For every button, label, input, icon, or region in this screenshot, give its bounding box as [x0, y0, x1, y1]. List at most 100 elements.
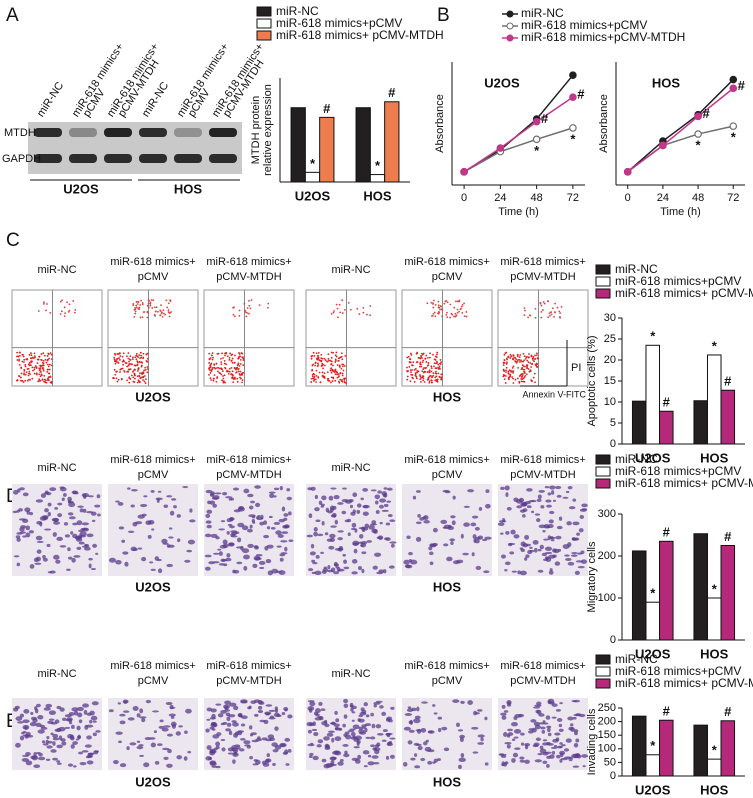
- cell: [310, 486, 316, 491]
- dot: [430, 301, 433, 304]
- cell: [265, 558, 272, 564]
- dot: [27, 372, 30, 375]
- band: [174, 128, 202, 137]
- cell: [49, 487, 57, 492]
- cell: [308, 568, 314, 572]
- dot: [43, 301, 45, 304]
- cell: [528, 728, 535, 731]
- dot: [226, 355, 229, 358]
- cell: [108, 557, 117, 563]
- dot: [243, 302, 246, 305]
- dot: [343, 379, 346, 381]
- cell: [364, 723, 372, 727]
- dot: [38, 378, 41, 381]
- dot: [310, 357, 313, 360]
- cell: [550, 538, 555, 542]
- dot: [216, 367, 219, 369]
- significance-mark: #: [738, 78, 746, 93]
- cell: [407, 706, 412, 709]
- cell: [173, 505, 177, 509]
- cell: [501, 704, 506, 709]
- cell: [166, 563, 174, 568]
- cell: [212, 561, 220, 564]
- significance-mark: #: [663, 704, 671, 719]
- cell: [385, 732, 393, 736]
- cell: [29, 512, 34, 516]
- cell: [154, 761, 160, 765]
- cell: [187, 539, 196, 545]
- dot: [530, 355, 533, 358]
- cell: [285, 763, 290, 766]
- cell: [388, 740, 393, 744]
- dot: [512, 358, 515, 361]
- dot: [369, 314, 372, 317]
- cell: [552, 554, 557, 558]
- dot: [219, 367, 221, 370]
- dot: [339, 356, 342, 359]
- dot: [422, 371, 425, 374]
- cell: [365, 714, 370, 718]
- cell: [316, 744, 322, 748]
- cell: [417, 728, 422, 734]
- cell: [377, 535, 384, 540]
- cell: [543, 538, 549, 541]
- cell: [356, 739, 361, 744]
- cell: [150, 568, 156, 571]
- cell: [536, 701, 542, 706]
- dot: [428, 381, 431, 384]
- dot: [527, 316, 529, 319]
- cell: [321, 521, 325, 526]
- cell: [526, 505, 532, 509]
- bar: [693, 400, 708, 445]
- legend-label: miR-618 mimics+ pCMV-MTDH: [615, 476, 753, 490]
- dot: [549, 314, 551, 317]
- dot: [147, 306, 150, 309]
- cell: [339, 759, 344, 762]
- dot: [214, 367, 217, 370]
- cell: [408, 720, 413, 725]
- dot: [136, 364, 139, 367]
- cell: [255, 502, 261, 508]
- dot: [127, 364, 130, 367]
- dot: [242, 357, 245, 360]
- cell: [237, 730, 245, 733]
- dot: [520, 380, 523, 383]
- dot: [454, 300, 457, 303]
- cell: [73, 555, 81, 558]
- cell: [16, 509, 20, 513]
- dot: [116, 370, 118, 373]
- cell: [333, 723, 340, 727]
- cell: [206, 745, 212, 750]
- dot: [315, 352, 318, 355]
- dot: [542, 309, 544, 311]
- cell: [33, 764, 41, 769]
- legend-label: miR-618 mimics+pCMV: [615, 664, 741, 678]
- dot: [512, 354, 515, 357]
- dot: [312, 363, 315, 366]
- dot: [312, 379, 315, 382]
- dot: [35, 372, 38, 375]
- cell: [266, 526, 271, 530]
- cell: [546, 725, 552, 729]
- dot: [554, 302, 557, 305]
- dot: [159, 309, 162, 312]
- cell: [276, 545, 282, 548]
- dot: [31, 377, 34, 380]
- dot: [463, 302, 465, 305]
- cell: [343, 753, 350, 758]
- cell: [19, 735, 25, 741]
- cell: [162, 747, 170, 751]
- dot: [132, 356, 134, 359]
- cell: [87, 752, 95, 755]
- cell: [37, 756, 46, 761]
- dot: [136, 381, 139, 384]
- cell: [13, 555, 20, 558]
- cell: [235, 546, 243, 549]
- cell: [336, 567, 341, 572]
- cell: [432, 704, 436, 707]
- dot: [33, 366, 36, 369]
- significance-mark: #: [388, 85, 396, 100]
- dot: [529, 362, 532, 365]
- y-axis-label: Invading cells: [586, 708, 598, 775]
- dot: [28, 370, 31, 373]
